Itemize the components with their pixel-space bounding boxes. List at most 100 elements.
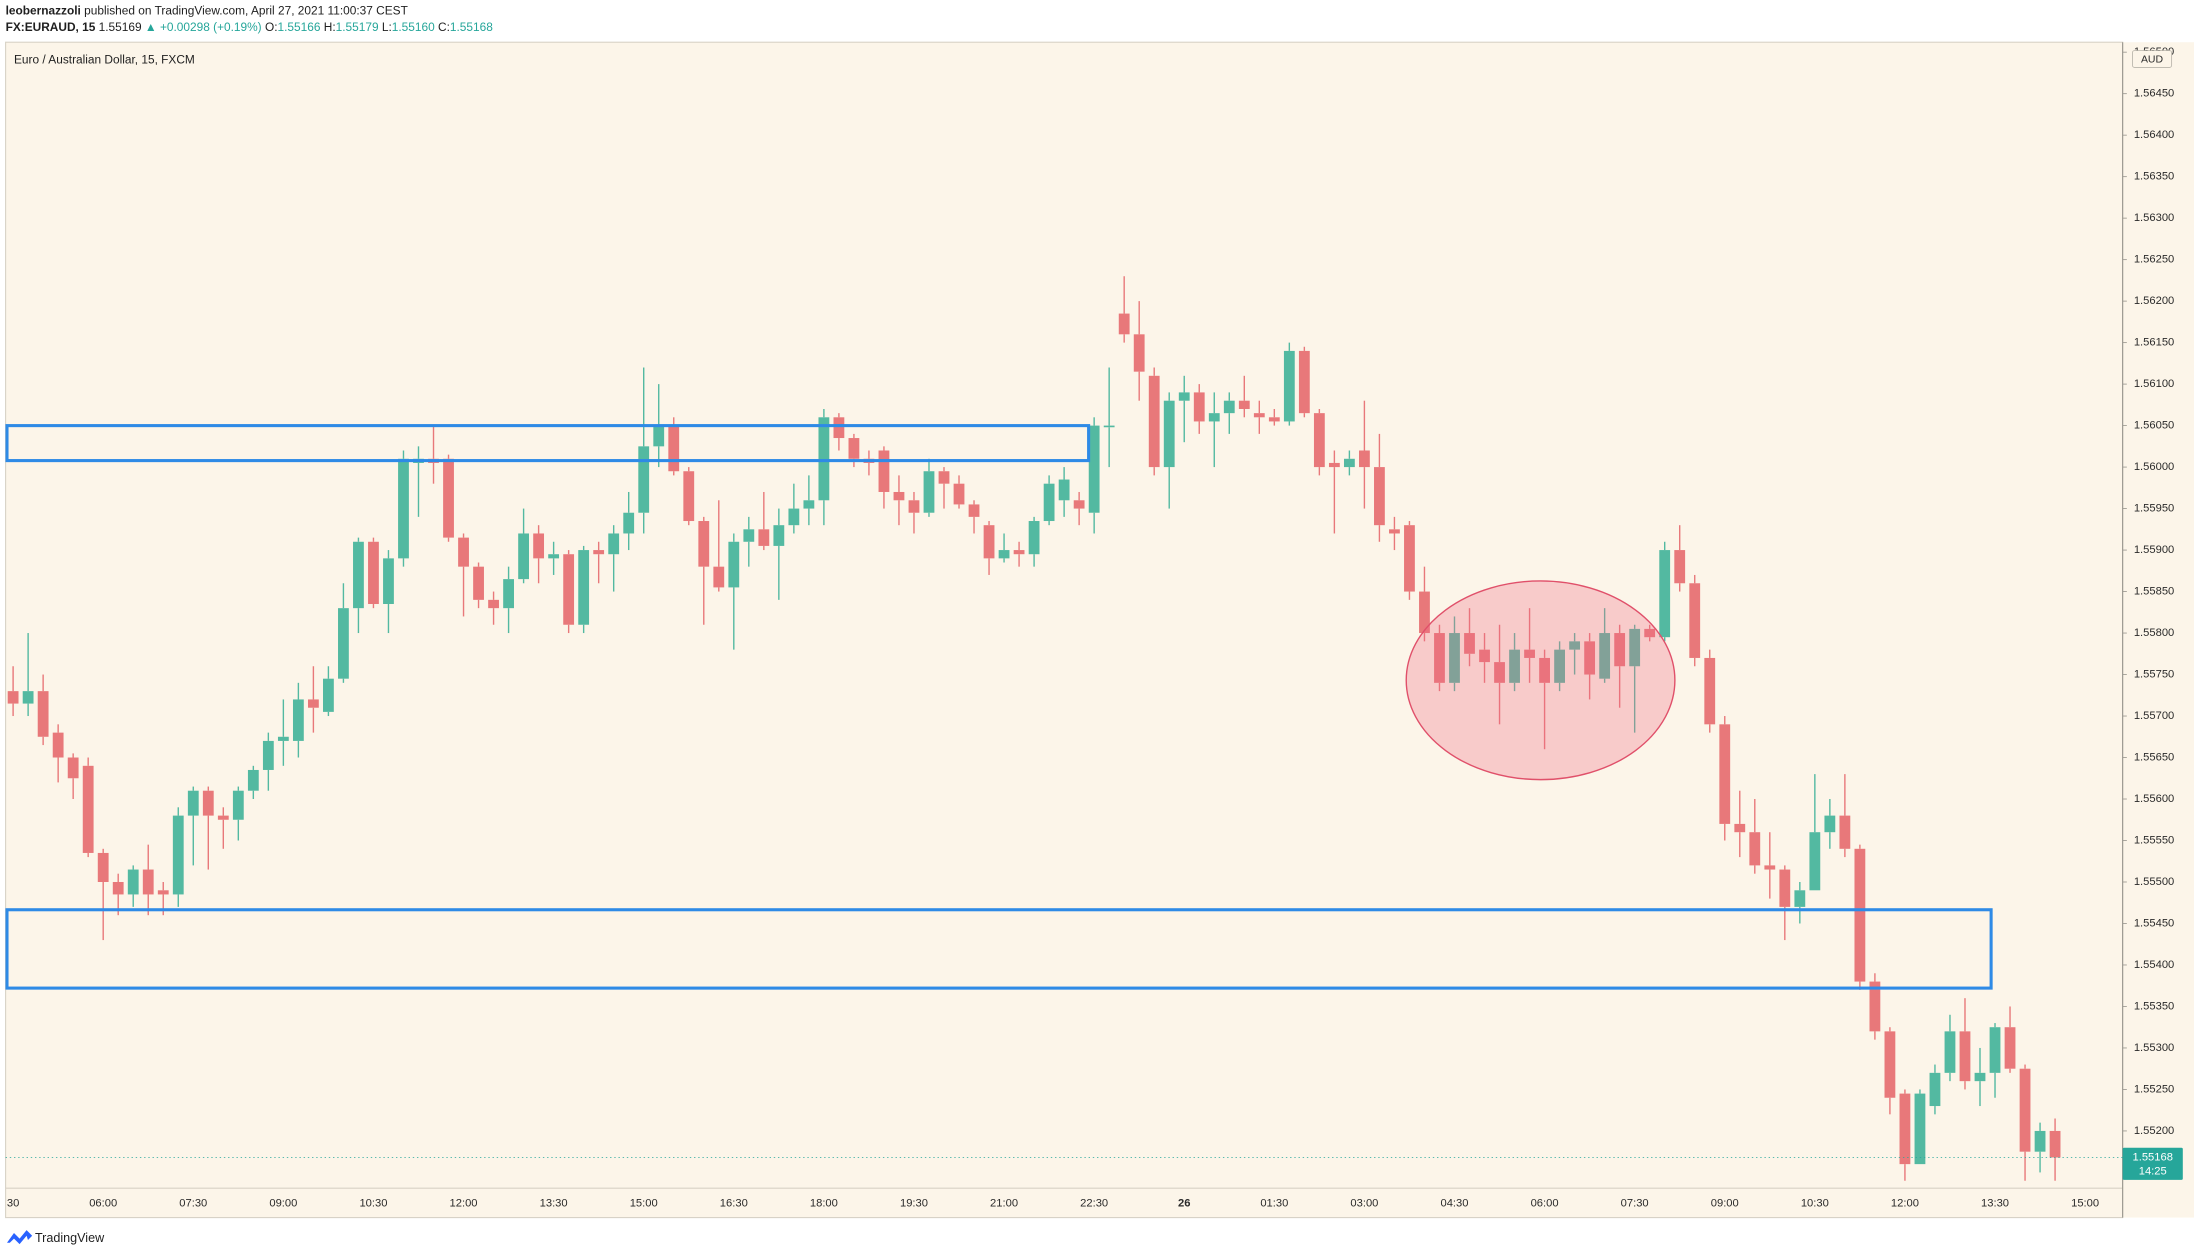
ohlc-c: 1.55168 [450, 20, 493, 34]
candle-body [1073, 500, 1085, 509]
candle-body [67, 757, 79, 779]
y-tick-label: 1.55800 [2134, 627, 2174, 639]
candle-body [923, 471, 935, 513]
candle-body [22, 691, 34, 704]
candle-body [578, 550, 590, 625]
y-tick-label: 1.55700 [2134, 710, 2174, 722]
candle-body [1644, 628, 1656, 638]
consolidation-ellipse [1405, 580, 1676, 781]
support-zone [5, 908, 1993, 990]
candle-body [563, 554, 575, 625]
y-tick-label: 1.56450 [2134, 88, 2174, 100]
candle-body [97, 852, 109, 882]
candle-body [82, 765, 94, 853]
plot-background [5, 42, 2123, 1218]
candle-body [1449, 633, 1460, 683]
candle-body [1524, 649, 1535, 658]
last-price-tag [2122, 1147, 2183, 1180]
candle-body [533, 533, 545, 559]
ohlc-l: 1.55160 [392, 20, 435, 34]
candle-body [1178, 392, 1190, 401]
candle-body [818, 417, 830, 501]
x-tick-label: 06:00 [1531, 1198, 1559, 1210]
candle-body [1674, 550, 1686, 584]
y-tick-label: 1.55550 [2134, 834, 2174, 846]
candle-body [803, 500, 815, 509]
publish-line: leobernazzoli published on TradingView.c… [6, 4, 408, 18]
candle-body [127, 869, 139, 895]
candle-body [1959, 1031, 1971, 1082]
y-tick-label: 1.55650 [2134, 751, 2174, 763]
candle-body [323, 678, 334, 712]
candle-body [503, 579, 514, 609]
candle-body [2034, 1130, 2046, 1152]
price-axis-background [2122, 42, 2194, 1218]
candle-body [187, 790, 199, 816]
y-tick-label: 1.55500 [2134, 876, 2174, 888]
x-tick-label: 09:00 [269, 1198, 297, 1210]
candle-body [1704, 657, 1716, 725]
candle-body [1313, 413, 1325, 468]
candle-body [1343, 458, 1355, 468]
candle-body [1058, 479, 1070, 501]
published: published on TradingView.com, April 27, … [84, 4, 408, 18]
candle-body [1118, 313, 1130, 335]
candle-body [217, 815, 229, 820]
candle-body [37, 691, 49, 737]
x-tick-label: 12:00 [1891, 1198, 1919, 1210]
candle-body [1779, 869, 1791, 907]
y-tick-label: 1.56350 [2134, 171, 2174, 183]
candle-body [398, 458, 409, 559]
candle-body [1734, 823, 1746, 833]
candle-body [638, 446, 650, 513]
x-tick-label: 18:00 [810, 1198, 838, 1210]
candle-body [593, 550, 605, 555]
candle-body [1839, 815, 1851, 849]
candle-body [743, 529, 755, 542]
candle-body [443, 458, 454, 538]
candle-body [1359, 450, 1370, 468]
y-tick-label: 1.55350 [2134, 1000, 2174, 1012]
x-tick-label: 12:00 [450, 1198, 478, 1210]
x-tick-label: 10:30 [1801, 1198, 1829, 1210]
candle-body [1869, 981, 1881, 1032]
candle-body [1569, 641, 1581, 650]
candle-body [1434, 633, 1445, 683]
candle-body [773, 525, 785, 546]
candle-body [1749, 832, 1761, 866]
candle-body [1539, 657, 1550, 683]
candle-body [458, 537, 469, 567]
logo-icon [6, 1230, 33, 1245]
symbol: FX:EURAUD, 15 [6, 20, 96, 34]
candle-body [7, 691, 19, 704]
ohlc-l-label: L: [382, 20, 392, 34]
x-tick-label: 15:00 [630, 1198, 658, 1210]
publisher: leobernazzoli [6, 4, 81, 18]
countdown: 14:25 [2139, 1165, 2167, 1177]
candle-body [608, 533, 620, 555]
candle-body [473, 566, 484, 600]
candle-body [2049, 1130, 2061, 1158]
last: 1.55169 [99, 20, 142, 34]
candle-body [1809, 832, 1821, 891]
candle-body [262, 740, 274, 770]
candle-body [292, 699, 304, 741]
candle-body [1989, 1027, 2001, 1073]
x-tick-label: 03:00 [1350, 1198, 1378, 1210]
candle-body [1944, 1031, 1956, 1073]
candle-body [1328, 462, 1340, 468]
x-tick-label: 16:30 [720, 1198, 748, 1210]
candle-body [157, 890, 169, 895]
x-tick-label: 06:00 [89, 1198, 117, 1210]
candle-body [247, 769, 259, 791]
candle-body [1208, 413, 1220, 422]
candle-body [52, 732, 64, 758]
candle-body [623, 512, 635, 534]
y-tick-label: 1.56000 [2134, 461, 2174, 473]
candle-body [1464, 633, 1475, 654]
candle-body [2019, 1068, 2031, 1152]
y-tick-label: 1.55850 [2134, 586, 2174, 598]
candle-body [878, 450, 890, 492]
candle-body [383, 558, 394, 605]
